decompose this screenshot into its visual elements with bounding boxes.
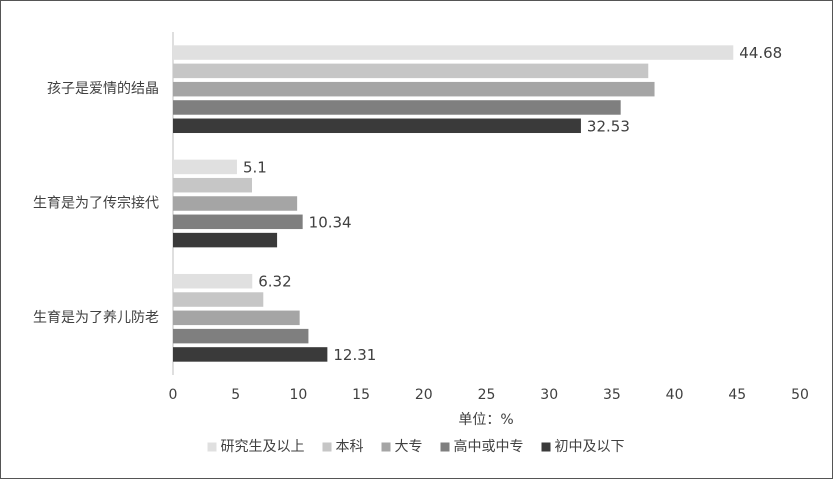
- bar: [173, 328, 309, 344]
- legend-label: 本科: [336, 439, 364, 455]
- legend-swatch: [541, 442, 551, 452]
- x-tick-label: 45: [728, 387, 746, 403]
- legend-label: 初中及以下: [555, 438, 625, 455]
- data-label: 32.53: [587, 117, 630, 135]
- data-label: 44.68: [739, 44, 782, 62]
- x-tick-label: 30: [540, 387, 558, 403]
- bar: [173, 347, 328, 362]
- legend-label: 大专: [395, 439, 423, 455]
- bar: [173, 63, 649, 79]
- bar: [173, 310, 300, 326]
- legend-label: 研究生及以上: [221, 439, 305, 455]
- x-tick-label: 0: [169, 387, 178, 403]
- data-label: 12.31: [333, 346, 376, 364]
- bar: [173, 214, 303, 230]
- bar: [173, 100, 621, 115]
- legend-swatch: [381, 442, 391, 452]
- legend-swatch: [207, 442, 217, 452]
- bar: [173, 196, 298, 211]
- x-tick-label: 35: [603, 387, 621, 403]
- bar: [173, 159, 237, 175]
- bar: [173, 292, 264, 307]
- y-tick-label: 孩子是爱情的结晶: [47, 81, 159, 97]
- bar: [173, 118, 581, 134]
- x-axis-label: 单位：%: [458, 412, 513, 428]
- x-tick-label: 50: [791, 387, 809, 403]
- x-tick-label: 15: [352, 387, 370, 403]
- legend-swatch: [322, 442, 332, 452]
- x-tick-label: 40: [666, 387, 684, 403]
- legend-swatch: [440, 442, 450, 452]
- x-tick-label: 10: [289, 387, 307, 403]
- x-tick-label: 5: [231, 387, 240, 403]
- bar: [173, 45, 734, 60]
- bar: [173, 81, 655, 97]
- bar: [173, 232, 278, 248]
- legend-label: 高中或中专: [454, 438, 524, 455]
- x-tick-label: 20: [415, 387, 433, 403]
- bar: [173, 177, 253, 193]
- bar: [173, 273, 253, 289]
- x-tick-label: 25: [478, 387, 496, 403]
- y-tick-label: 生育是为了养儿防老: [33, 310, 159, 326]
- y-tick-label: 生育是为了传宗接代: [33, 195, 159, 212]
- data-label: 5.1: [243, 158, 267, 176]
- data-label: 6.32: [258, 273, 291, 291]
- data-label: 10.34: [309, 213, 352, 231]
